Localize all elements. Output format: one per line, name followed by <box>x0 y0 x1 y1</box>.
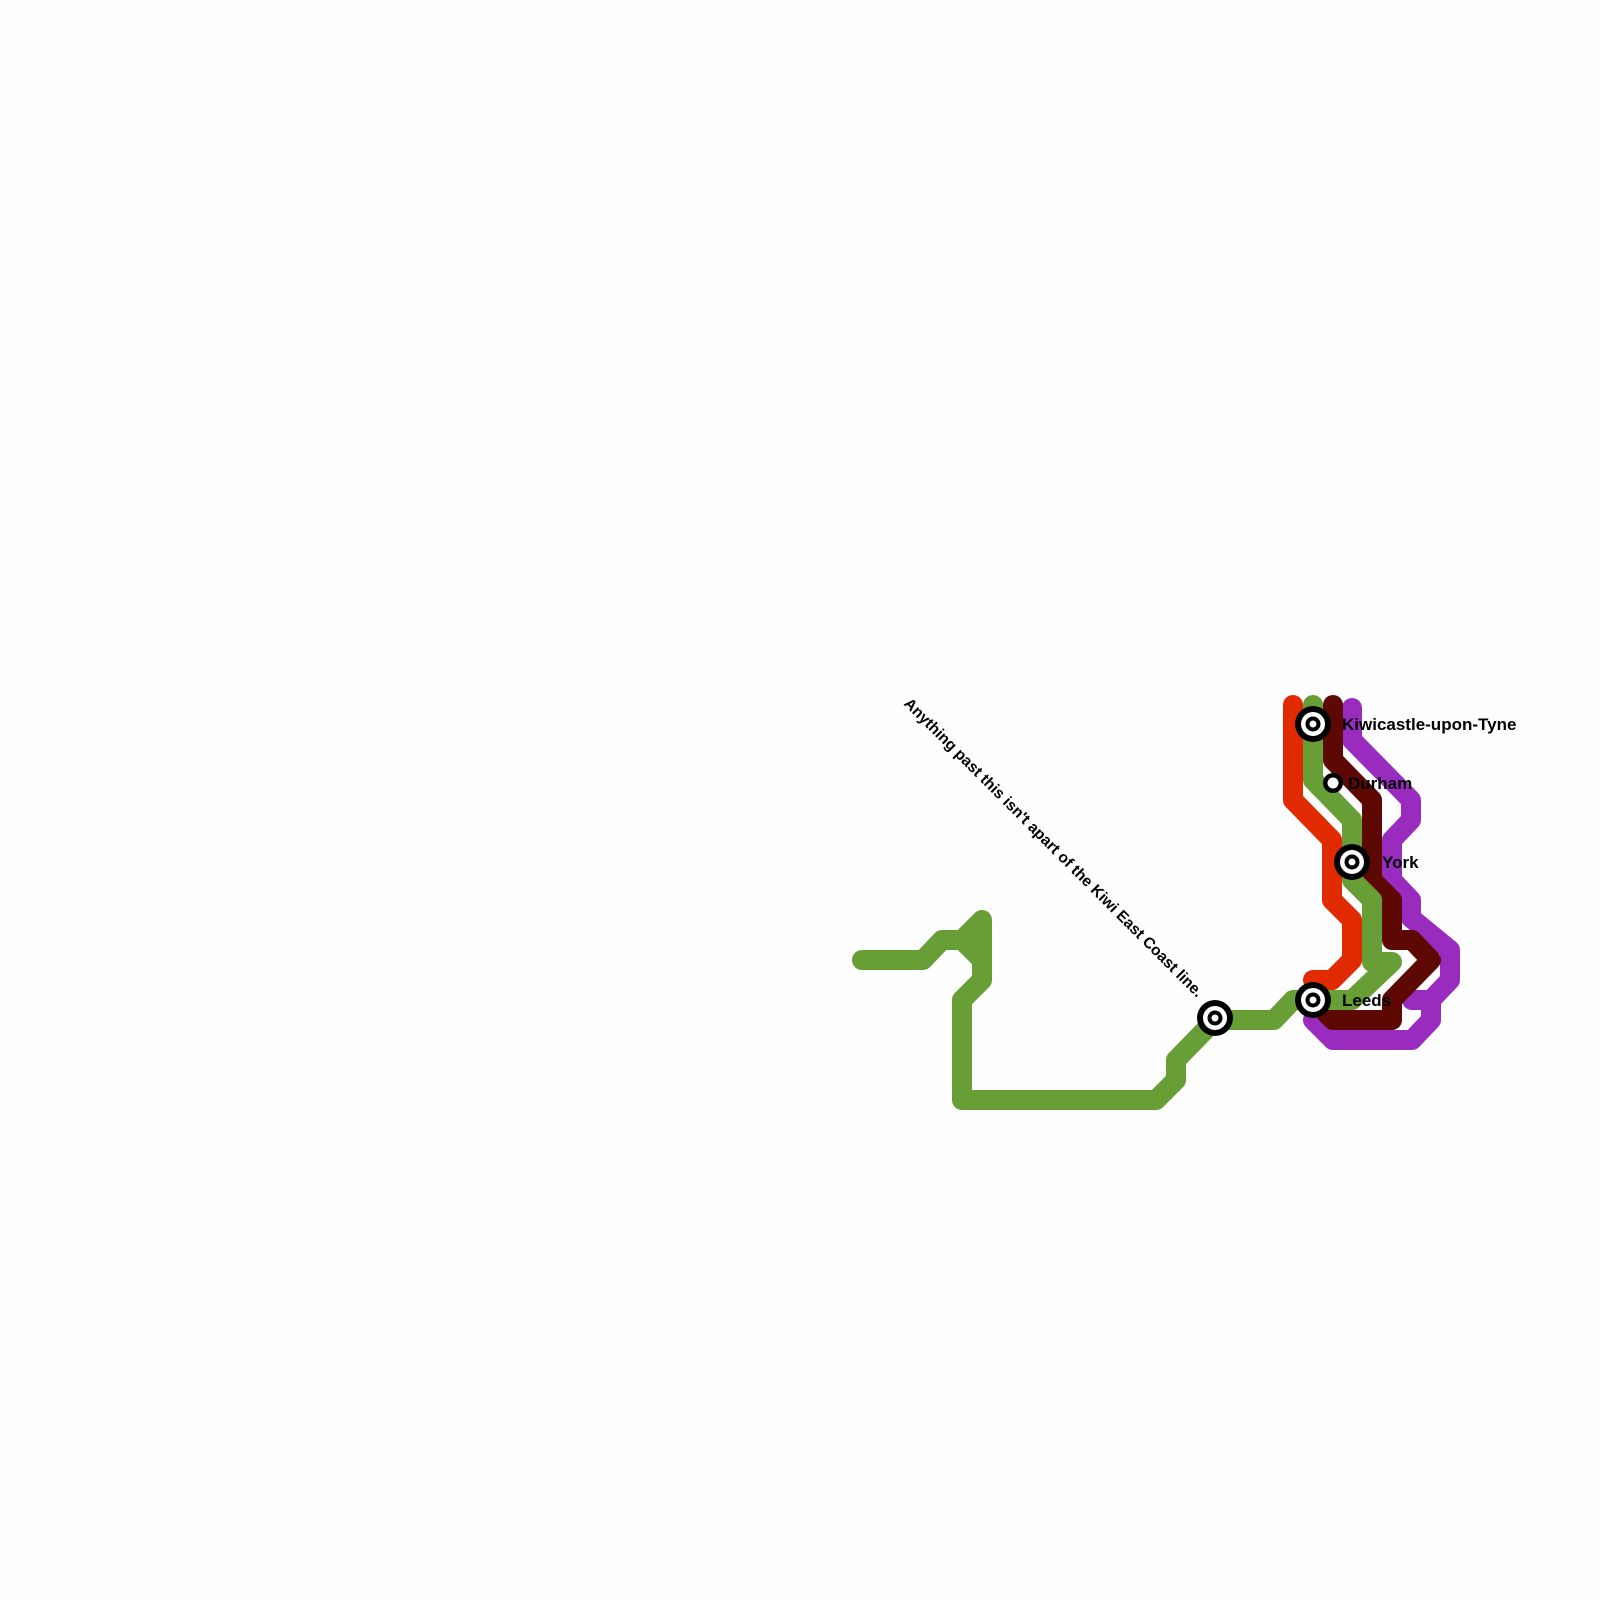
station-unnamed[interactable] <box>1197 1000 1233 1036</box>
green-line[interactable] <box>852 695 1402 1110</box>
station-label-york: York <box>1382 853 1419 872</box>
station-label-kiwicastle: Kiwicastle-upon-Tyne <box>1342 715 1516 734</box>
station-durham[interactable] <box>1323 773 1343 793</box>
red-line[interactable] <box>1283 695 1362 990</box>
station-leeds[interactable] <box>1295 982 1331 1018</box>
green-line-spur[interactable] <box>952 930 992 970</box>
boundary-note: Anything past this isn't apart of the Ki… <box>900 695 1206 1001</box>
station-york[interactable] <box>1334 844 1370 880</box>
station-label-leeds: Leeds <box>1342 991 1391 1010</box>
purple-line[interactable] <box>1303 698 1460 1050</box>
maroon-line[interactable] <box>1303 695 1441 1030</box>
station-kiwicastle[interactable] <box>1295 706 1331 742</box>
station-label-durham: Durham <box>1348 774 1412 793</box>
